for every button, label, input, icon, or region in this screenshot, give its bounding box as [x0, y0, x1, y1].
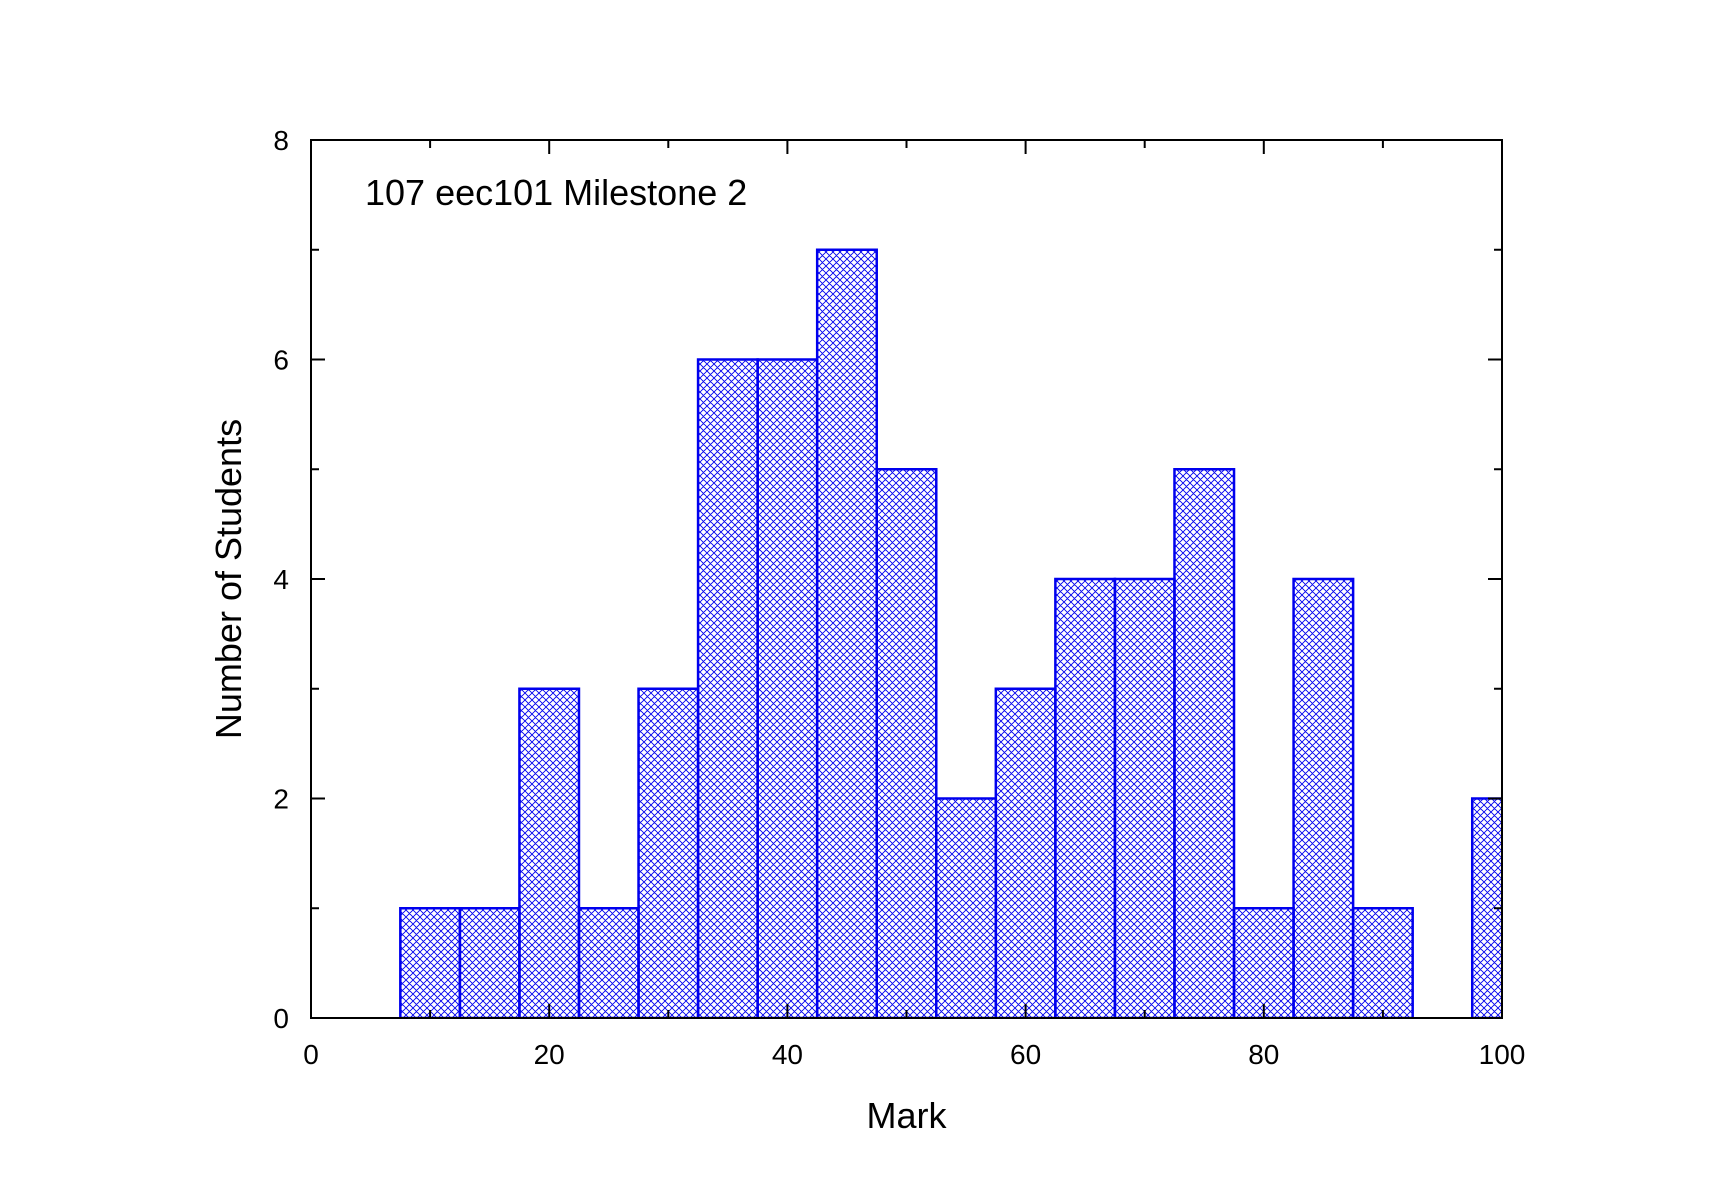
- x-tick-label: 0: [303, 1039, 319, 1070]
- x-tick-label: 100: [1479, 1039, 1526, 1070]
- y-tick-label: 6: [273, 345, 289, 376]
- histogram-bar: [1351, 907, 1414, 1018]
- y-tick-label: 2: [273, 784, 289, 815]
- x-tick-label: 80: [1248, 1039, 1279, 1070]
- bars-layer: [399, 248, 1502, 1018]
- histogram-bar: [1232, 907, 1295, 1018]
- y-tick-label: 0: [273, 1003, 289, 1034]
- histogram-bar: [994, 687, 1057, 1018]
- histogram-bar: [756, 358, 819, 1018]
- histogram-bar: [1173, 468, 1236, 1018]
- x-axis-label: Mark: [867, 1095, 948, 1136]
- x-tick-label: 20: [534, 1039, 565, 1070]
- histogram-bar: [399, 907, 462, 1018]
- histogram-bar: [696, 358, 759, 1018]
- histogram-bar: [577, 907, 640, 1018]
- histogram-bar: [458, 907, 521, 1018]
- y-axis-label: Number of Students: [208, 419, 249, 739]
- histogram-bar: [637, 687, 700, 1018]
- y-tick-label: 4: [273, 564, 289, 595]
- histogram-bar: [815, 248, 878, 1018]
- histogram-bar: [1113, 577, 1176, 1018]
- chart-annotation: 107 eec101 Milestone 2: [365, 172, 747, 213]
- histogram-bar: [875, 468, 938, 1018]
- histogram-bar: [1292, 577, 1355, 1018]
- y-tick-label: 8: [273, 125, 289, 156]
- histogram-bar: [935, 797, 998, 1018]
- histogram-bar: [518, 687, 581, 1018]
- x-tick-label: 60: [1010, 1039, 1041, 1070]
- histogram-bar: [1054, 577, 1117, 1018]
- x-tick-label: 40: [772, 1039, 803, 1070]
- ticks-layer: 0 20 40 60 80 100 0 2 4 6 8: [273, 125, 1525, 1070]
